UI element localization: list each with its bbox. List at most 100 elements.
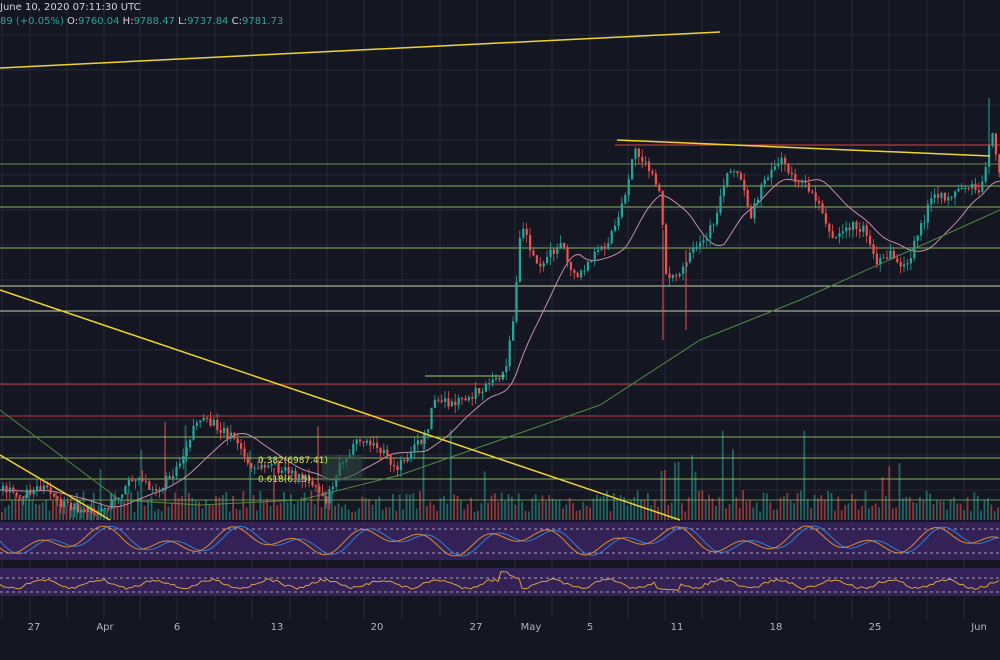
- volume-bar: [643, 499, 646, 520]
- volume-bar: [480, 503, 483, 520]
- candle-body: [416, 440, 419, 445]
- volume-bar: [820, 495, 823, 520]
- candle-body: [733, 171, 736, 173]
- volume-bar: [446, 503, 449, 520]
- volume-bar: [619, 494, 622, 520]
- candle-body: [848, 227, 851, 231]
- candle-body: [658, 184, 661, 191]
- candle-body: [903, 264, 906, 267]
- candle-body: [12, 487, 15, 493]
- candle-body: [206, 417, 209, 419]
- candle-body: [709, 225, 712, 239]
- candle-body: [209, 418, 212, 426]
- volume-bar: [888, 466, 891, 520]
- candle-body: [566, 247, 569, 262]
- volume-bar: [541, 495, 544, 520]
- volume-bar: [18, 496, 20, 520]
- volume-bar: [191, 497, 194, 520]
- candle-body: [977, 189, 980, 193]
- volume-bar: [470, 497, 472, 520]
- candle-body: [807, 182, 810, 192]
- volume-bar: [72, 506, 75, 520]
- volume-bar: [874, 503, 877, 520]
- candle-body: [39, 486, 42, 490]
- candle-body: [165, 476, 168, 488]
- volume-bar: [160, 511, 163, 520]
- candle-body: [889, 250, 892, 259]
- fib-label-0382: 0.382(6987.41): [258, 456, 328, 466]
- candle-body: [549, 249, 552, 258]
- candle-body: [522, 228, 525, 238]
- candle-body: [182, 456, 185, 464]
- candle-body: [318, 486, 321, 493]
- volume-bar: [579, 510, 581, 520]
- candle-body: [705, 238, 708, 241]
- candle-body: [950, 197, 953, 199]
- volume-bar: [147, 499, 149, 520]
- candle-body: [971, 183, 974, 189]
- candle-body: [199, 420, 202, 423]
- volume-bar: [609, 511, 612, 520]
- candle-body: [226, 427, 229, 439]
- volume-bar: [851, 494, 853, 520]
- candle-body: [661, 191, 664, 225]
- candle-body: [270, 464, 273, 466]
- candle-body: [212, 420, 215, 426]
- candle-body: [780, 157, 783, 164]
- candle-body: [87, 507, 90, 512]
- volume-bar: [232, 496, 234, 520]
- volume-bar: [919, 497, 921, 520]
- volume-bar: [89, 504, 92, 520]
- volume-bar: [14, 494, 17, 520]
- candle-body: [797, 182, 800, 184]
- volume-bar: [732, 449, 734, 520]
- candle-body: [821, 203, 824, 214]
- volume-bar: [973, 492, 976, 520]
- volume-bar: [99, 469, 102, 520]
- volume-bar: [861, 505, 863, 520]
- candle-body: [556, 247, 559, 254]
- x-tick-label: 20: [371, 622, 384, 633]
- volume-bar: [466, 504, 469, 520]
- candle-body: [461, 398, 464, 400]
- volume-bar: [823, 499, 826, 520]
- volume-bar: [970, 511, 972, 520]
- candle-body: [107, 508, 110, 509]
- candle-body: [474, 388, 477, 399]
- candle-body: [352, 444, 355, 455]
- candle-body: [746, 190, 749, 207]
- candle-body: [66, 501, 69, 503]
- volume-bar: [827, 491, 829, 520]
- volume-bar: [378, 496, 381, 520]
- candle-body: [947, 197, 950, 201]
- volume-bar: [344, 504, 347, 520]
- candle-body: [450, 401, 453, 407]
- volume-bar: [235, 509, 238, 520]
- volume-bar: [983, 500, 986, 520]
- x-tick-label: 18: [770, 622, 783, 633]
- volume-bar: [521, 501, 523, 520]
- volume-bar: [116, 506, 119, 520]
- candle-body: [216, 420, 219, 430]
- volume-bar: [497, 501, 500, 520]
- candle-body: [937, 194, 940, 198]
- candle-body: [5, 485, 8, 493]
- candle-body: [481, 391, 484, 394]
- volume-bar: [120, 498, 122, 520]
- volume-bar: [803, 430, 806, 520]
- candle-body: [386, 449, 389, 456]
- candle-body: [865, 225, 868, 236]
- volume-bar: [589, 507, 591, 520]
- candle-body: [440, 400, 443, 402]
- candle-body: [573, 270, 576, 273]
- volume-bar: [62, 500, 64, 520]
- volume-bar: [426, 505, 428, 520]
- candle-body: [104, 508, 107, 509]
- volume-bar: [976, 495, 979, 520]
- candle-body: [243, 448, 246, 457]
- candle-body: [124, 486, 127, 495]
- volume-bar: [392, 494, 394, 520]
- candle-body: [328, 489, 331, 504]
- ma-slow-line: [0, 209, 1000, 506]
